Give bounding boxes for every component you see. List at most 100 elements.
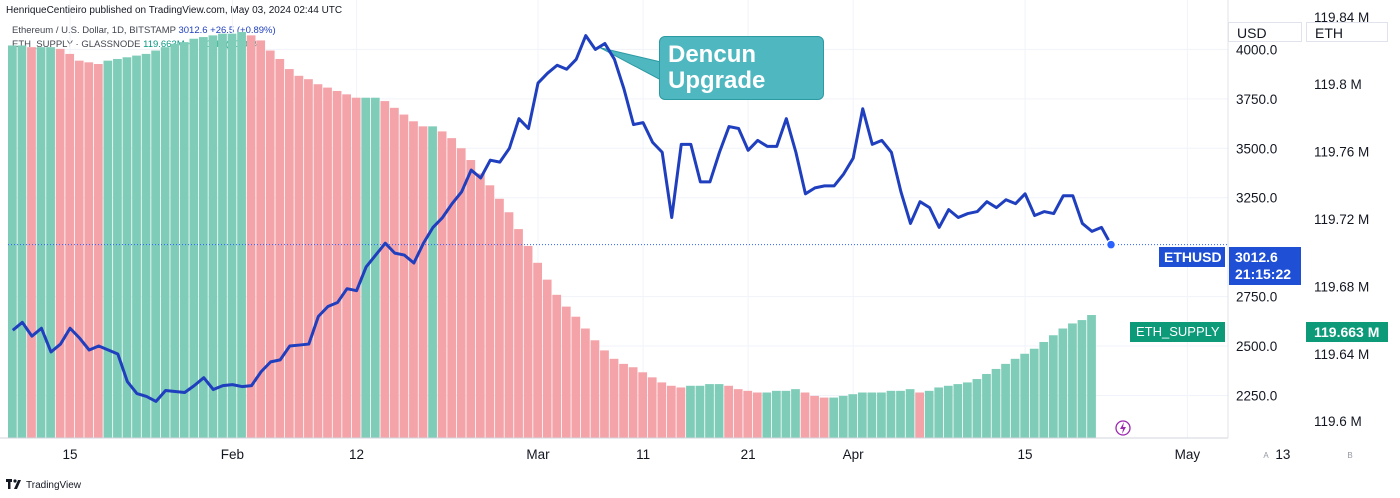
supply-bar — [74, 60, 84, 439]
supply-bar — [743, 390, 753, 438]
lightning-icon[interactable] — [1115, 420, 1131, 436]
time-tick-label: Apr — [843, 447, 865, 462]
supply-bar — [762, 392, 772, 438]
supply-bar — [113, 58, 122, 439]
supply-bar — [1010, 358, 1020, 438]
supply-bar — [208, 35, 218, 438]
supply-bar — [886, 390, 896, 438]
eth-tick-label: 119.72 M — [1314, 212, 1369, 227]
supply-bar — [638, 372, 648, 438]
time-tick-label: 15 — [1018, 447, 1033, 462]
supply-bar — [428, 126, 437, 438]
supply-bar — [781, 390, 791, 438]
tradingview-logo-icon — [6, 479, 21, 489]
supply-bar — [390, 107, 399, 438]
eth-tick-label: 119.8 M — [1314, 77, 1362, 92]
time-tick-label: Feb — [221, 447, 244, 462]
supply-bar — [972, 379, 982, 438]
supply-bar — [542, 279, 552, 438]
usd-tick-label: 2500.0 — [1236, 339, 1277, 354]
supply-bar — [714, 384, 724, 438]
supply-bar — [218, 33, 227, 438]
supply-bar — [963, 382, 972, 438]
supply-bar — [122, 57, 132, 438]
supply-bar — [733, 389, 743, 438]
supply-bar — [275, 58, 285, 439]
supply-bar — [752, 392, 762, 438]
supply-bar — [533, 262, 542, 438]
supply-bar — [485, 185, 495, 438]
ethusd-countdown: 21:15:22 — [1235, 266, 1292, 282]
supply-bar — [351, 97, 361, 439]
supply-bar — [1048, 335, 1058, 438]
supply-bar — [418, 126, 428, 438]
supply-bar — [676, 387, 686, 438]
last-price-dot — [1105, 239, 1117, 250]
supply-bar — [772, 390, 781, 438]
supply-bars — [8, 32, 1096, 439]
supply-bar — [1001, 363, 1010, 438]
supply-bar — [619, 363, 628, 438]
supply-bar — [246, 35, 256, 438]
supply-bar — [27, 47, 36, 439]
usd-tick-label: 2750.0 — [1236, 290, 1277, 305]
supply-bar — [523, 245, 533, 438]
supply-bar — [466, 160, 476, 439]
time-tick-labels: 15 Feb 12 Mar 11 21 Apr 15 May 13 — [63, 447, 1291, 462]
supply-legend-label: ETH_SUPPLY · GLASSNODE — [12, 39, 141, 50]
ethusd-legend-values: 3012.6 +26.5 (+0.89%) — [178, 25, 276, 36]
supply-bar — [304, 79, 313, 439]
supply-bar — [495, 198, 504, 438]
scale-b-label[interactable]: B — [1347, 451, 1352, 460]
scale-a-label[interactable]: A — [1263, 451, 1269, 460]
supply-bar — [1077, 320, 1087, 438]
supply-bar — [867, 392, 877, 438]
ethusd-legend[interactable]: Ethereum / U.S. Dollar, 1D, BITSTAMP 301… — [12, 25, 276, 36]
eth-tick-label: 119.6 M — [1314, 414, 1362, 429]
supply-bar — [504, 212, 514, 438]
supply-bar — [399, 114, 409, 439]
supply-bar — [8, 45, 17, 438]
usd-tick-label: 3750.0 — [1236, 92, 1277, 107]
supply-bar — [943, 385, 953, 438]
supply-bar — [93, 64, 103, 439]
time-tick-label: 12 — [349, 447, 364, 462]
supply-bar — [829, 397, 839, 438]
supply-bar — [810, 395, 819, 438]
supply-bar — [323, 87, 332, 438]
eth-scale-header[interactable]: ETH — [1306, 22, 1388, 42]
eth-tick-label: 119.64 M — [1314, 347, 1369, 362]
supply-bar — [647, 377, 657, 438]
publisher-line: HenriqueCentieiro published on TradingVi… — [6, 5, 343, 16]
supply-bar — [370, 97, 380, 439]
supply-bar — [581, 328, 590, 438]
supply-bar — [924, 390, 934, 438]
supply-bar — [65, 53, 75, 438]
supply-bar — [1087, 315, 1096, 438]
supply-bar — [179, 42, 189, 439]
supply-bar — [36, 47, 46, 439]
supply-bar — [409, 121, 418, 438]
usd-tick-label: 4000.0 — [1236, 42, 1277, 57]
supply-bar — [170, 43, 180, 439]
supply-bar — [313, 84, 323, 438]
supply-bar — [953, 384, 963, 438]
supply-bar — [695, 385, 705, 438]
supply-bar — [600, 350, 609, 438]
supply-bar — [657, 382, 667, 438]
supply-bar — [84, 62, 94, 438]
supply-bar — [17, 45, 27, 438]
supply-bar — [1020, 353, 1030, 438]
eth-tick-label: 119.68 M — [1314, 279, 1369, 294]
ethusd-price-value: 3012.6 — [1235, 249, 1278, 265]
tradingview-footer[interactable]: TradingView — [6, 479, 81, 491]
supply-bar — [132, 55, 141, 439]
supply-bar — [819, 397, 829, 438]
dencun-upgrade-callout[interactable]: Dencun Upgrade — [659, 36, 824, 100]
eth-tick-label: 119.76 M — [1314, 145, 1369, 160]
supply-bar — [571, 316, 581, 438]
supply-bar — [103, 60, 113, 439]
usd-tick-label: 3500.0 — [1236, 141, 1277, 156]
supply-bar — [237, 32, 246, 438]
